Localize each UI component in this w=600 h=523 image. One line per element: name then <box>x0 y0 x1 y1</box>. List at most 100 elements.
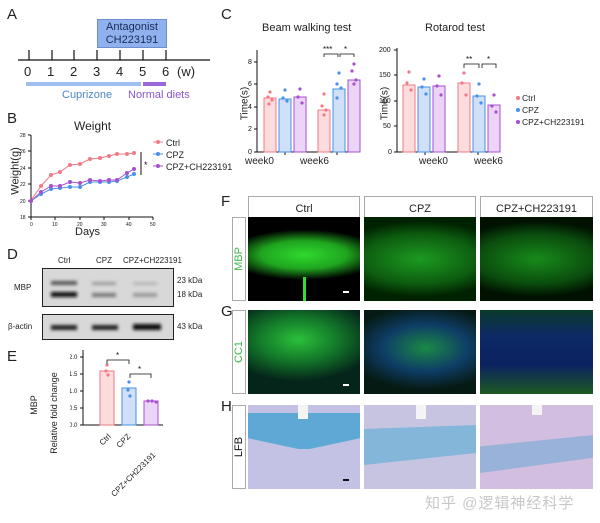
mbp-bar-chart: 0.0 0.5 1.0 1.5 2.0 * * <box>70 350 163 429</box>
rotarod-title: Rotarod test <box>425 22 485 34</box>
unit-label: (w) <box>177 64 196 79</box>
stain-lfb: LFB <box>233 436 245 458</box>
svg-text:0.5: 0.5 <box>70 406 78 412</box>
tick-6: 6 <box>162 64 170 79</box>
svg-text:1.5: 1.5 <box>70 372 78 378</box>
stain-mbp: MBP <box>233 247 245 271</box>
tick-5: 5 <box>139 64 147 79</box>
svg-text:50: 50 <box>383 123 391 130</box>
panel-label-h: H <box>221 398 232 415</box>
svg-text:2.0: 2.0 <box>70 355 78 361</box>
svg-text:*: * <box>116 351 119 360</box>
lane-ctrl: Ctrl <box>58 256 71 265</box>
cc1-image-cpz-ch <box>480 310 593 394</box>
svg-text:0.0: 0.0 <box>70 423 78 429</box>
weight-line-chart: 28 26 24 22 20 18 0 10 20 30 40 50 * <box>20 133 163 228</box>
svg-text:30: 30 <box>101 222 107 228</box>
weight-legend: Ctrl CPZ CPZ+CH223191 <box>166 137 232 173</box>
svg-text:20: 20 <box>77 222 83 228</box>
beam-title: Beam walking test <box>262 22 352 34</box>
mbp-ylabel-1: MBP <box>28 395 39 415</box>
antagonist-compound: CH223191 <box>105 34 159 46</box>
panel-label-c: C <box>221 6 232 23</box>
scale-bar <box>343 384 349 386</box>
svg-text:***: *** <box>323 45 332 54</box>
svg-text:*: * <box>138 365 141 374</box>
tick-0: 0 <box>24 64 32 79</box>
rotarod-week6: week6 <box>474 156 503 167</box>
panel-label-a: A <box>7 6 18 23</box>
row-label-cc1: CC1 <box>232 310 246 394</box>
svg-text:4: 4 <box>248 104 252 111</box>
row-beta-actin: β-actin <box>8 322 33 331</box>
legend-ctrl: Ctrl <box>522 93 536 103</box>
svg-text:2: 2 <box>248 126 252 133</box>
panel-label-f: F <box>221 193 231 210</box>
scale-bar <box>343 291 349 293</box>
weight-xlabel: Days <box>75 226 101 238</box>
mbp-ylabel-2: Relative fold change <box>49 372 59 454</box>
beam-week6: week6 <box>300 156 329 167</box>
panel-label-g: G <box>221 303 233 320</box>
kda-43: 43 kDa <box>177 322 203 331</box>
svg-text:8: 8 <box>248 59 252 66</box>
kda-18: 18 kDa <box>177 290 203 299</box>
mbp-ylabel-2-text: Relative fold change <box>48 372 59 454</box>
cuprizone-label: Cuprizone <box>62 89 113 101</box>
svg-text:22: 22 <box>20 182 26 188</box>
panel-label-e: E <box>7 348 18 365</box>
svg-text:26: 26 <box>20 149 26 155</box>
svg-text:6: 6 <box>248 81 252 88</box>
svg-text:0: 0 <box>248 149 252 156</box>
panel-label-d: D <box>7 246 18 263</box>
weight-title: Weight <box>74 119 112 133</box>
behavior-legend: Ctrl CPZ CPZ+CH223191 <box>522 92 585 128</box>
svg-text:40: 40 <box>126 222 132 228</box>
lfb-image-cpz <box>364 405 476 489</box>
legend-cpz: CPZ <box>166 150 184 160</box>
lfb-image-ctrl <box>248 405 360 489</box>
cc1-image-ctrl <box>248 310 360 394</box>
cc1-image-cpz <box>364 310 476 394</box>
svg-text:200: 200 <box>379 47 391 54</box>
svg-text:10: 10 <box>52 222 58 228</box>
watermark: 知乎 @逻辑神经科学 <box>425 495 575 512</box>
svg-text:**: ** <box>466 55 472 64</box>
svg-text:0: 0 <box>388 149 392 156</box>
mbp-image-ctrl <box>248 217 360 301</box>
legend-cpz: CPZ <box>522 105 539 115</box>
tick-2: 2 <box>70 64 78 79</box>
svg-text:1.0: 1.0 <box>70 389 78 395</box>
mbp-image-cpz-ch <box>480 217 593 301</box>
legend-cpz-ch: CPZ+CH223191 <box>522 117 585 127</box>
row-label-lfb: LFB <box>232 405 246 489</box>
svg-text:50: 50 <box>150 222 156 228</box>
svg-text:*: * <box>487 55 490 64</box>
lfb-image-cpz-ch <box>480 405 593 489</box>
col-header-ctrl: Ctrl <box>248 196 360 220</box>
stain-cc1: CC1 <box>233 340 245 364</box>
rotarod-week0: week0 <box>419 156 448 167</box>
scale-bar <box>343 479 349 481</box>
lane-cpz-ch: CPZ+CH223191 <box>123 256 182 265</box>
svg-text:0: 0 <box>30 222 33 228</box>
svg-text:20: 20 <box>20 199 26 205</box>
row-mbp: MBP <box>14 283 32 292</box>
tick-4: 4 <box>116 64 124 79</box>
svg-text:18: 18 <box>20 215 26 221</box>
antagonist-label: Antagonist <box>106 21 158 33</box>
beam-week0: week0 <box>245 156 274 167</box>
svg-text:28: 28 <box>20 133 26 139</box>
panel-label-b: B <box>7 110 18 127</box>
svg-text:*: * <box>344 45 347 54</box>
tick-1: 1 <box>47 64 55 79</box>
tick-3: 3 <box>93 64 101 79</box>
normal-diets-label: Normal diets <box>128 89 190 101</box>
mbp-image-cpz <box>364 217 476 301</box>
svg-text:*: * <box>144 160 148 170</box>
legend-cpz-ch: CPZ+CH223191 <box>166 162 233 172</box>
antagonist-box: Antagonist CH223191 <box>97 19 167 48</box>
svg-text:150: 150 <box>379 72 391 79</box>
svg-text:24: 24 <box>20 166 26 172</box>
